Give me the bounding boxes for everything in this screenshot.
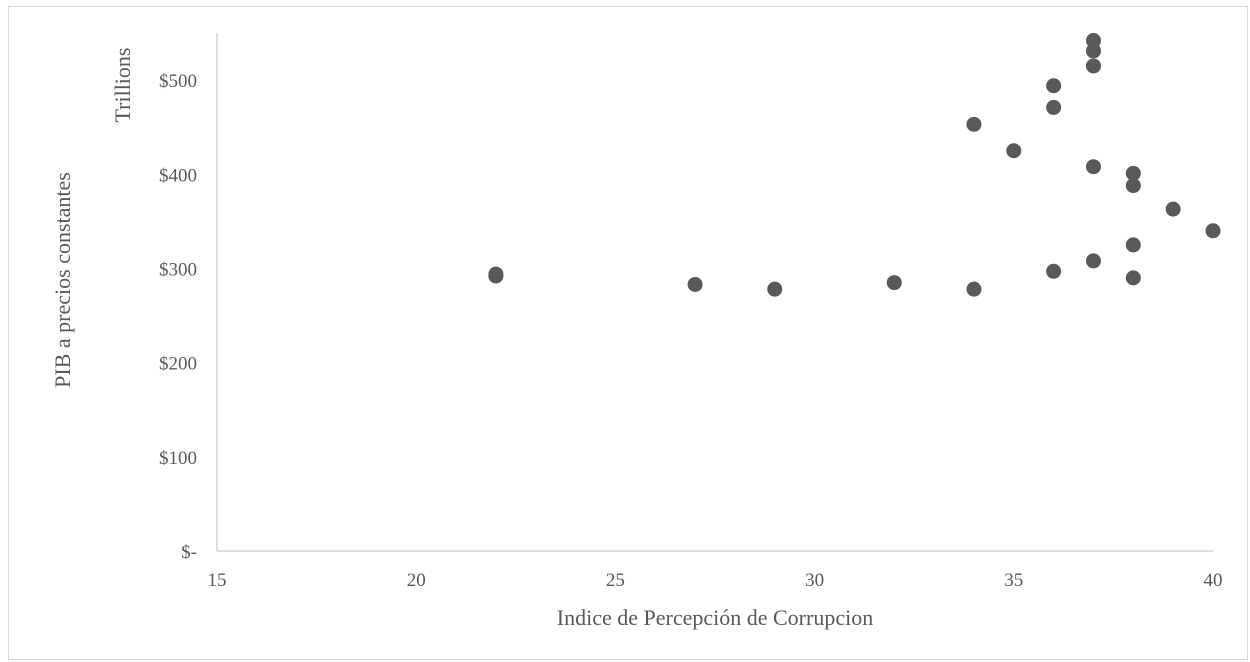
data-point: [1085, 253, 1101, 269]
data-point: [1165, 201, 1181, 217]
x-tick-label: 25: [606, 570, 625, 591]
data-point: [1046, 99, 1062, 115]
data-point: [1125, 165, 1141, 181]
data-points: [488, 33, 1221, 297]
data-point: [687, 276, 703, 292]
x-tick-label: 15: [208, 570, 227, 591]
data-point: [966, 116, 982, 132]
y-tick-label: $200: [159, 354, 197, 375]
y-axis-title: PIB a precios constantes: [50, 172, 75, 388]
data-point: [1125, 237, 1141, 253]
data-point: [1085, 43, 1101, 59]
x-tick-label: 35: [1004, 570, 1023, 591]
x-tick-label: 20: [407, 570, 426, 591]
data-point: [488, 266, 504, 282]
data-point: [1205, 223, 1221, 239]
x-tick-label: 40: [1204, 570, 1223, 591]
data-point: [767, 281, 783, 297]
data-point: [1046, 78, 1062, 94]
y-axis-unit-label: Trillions: [110, 47, 135, 122]
y-tick-label: $-: [181, 542, 197, 563]
y-tick-label: $500: [159, 71, 197, 92]
x-tick-label: 30: [805, 570, 824, 591]
axes-layer: [216, 33, 1213, 552]
x-axis-title: Indice de Percepción de Corrupcion: [557, 605, 873, 630]
data-point: [966, 281, 982, 297]
data-point: [1125, 270, 1141, 286]
tick-labels: 15 20 25 30 35 40 $- $100 $200 $300 $400 $500: [159, 71, 1223, 591]
data-point: [1085, 159, 1101, 175]
data-point: [1125, 178, 1141, 194]
data-point: [1006, 143, 1022, 159]
data-point: [1046, 263, 1062, 279]
data-point: [886, 275, 902, 291]
data-point: [1085, 58, 1101, 74]
y-tick-label: $400: [159, 165, 197, 186]
data-point: [1085, 33, 1101, 49]
y-tick-label: $100: [159, 448, 197, 469]
y-tick-label: $300: [159, 259, 197, 280]
